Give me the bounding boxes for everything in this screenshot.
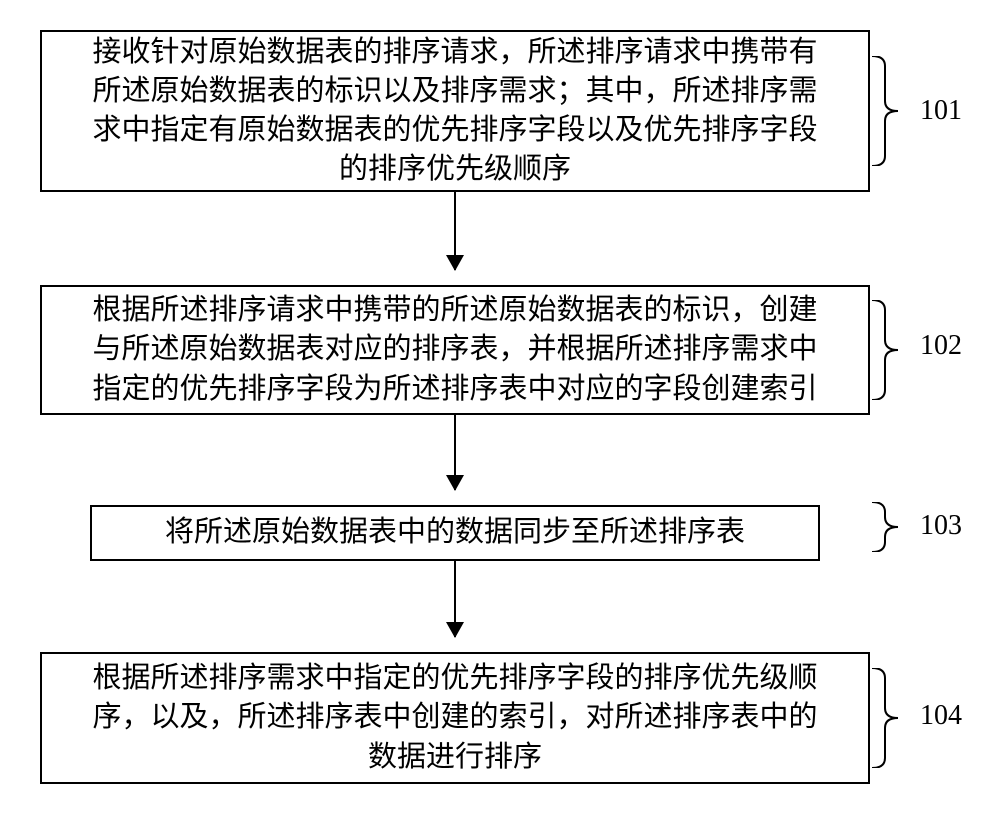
flowchart-canvas: 接收针对原始数据表的排序请求，所述排序请求中携带有 所述原始数据表的标识以及排序… bbox=[0, 0, 1000, 813]
arrow-n101-n102 bbox=[454, 192, 456, 270]
brace-n104 bbox=[872, 668, 898, 768]
flow-node-text: 根据所述排序需求中指定的优先排序字段的排序优先级顺 序，以及，所述排序表中创建的… bbox=[92, 659, 817, 776]
brace-n102 bbox=[872, 300, 898, 400]
flow-node-text: 将所述原始数据表中的数据同步至所述排序表 bbox=[165, 513, 745, 552]
arrow-n102-n103 bbox=[454, 415, 456, 490]
brace-n101 bbox=[872, 56, 898, 166]
flow-node-text: 根据所述排序请求中携带的所述原始数据表的标识，创建 与所述原始数据表对应的排序表… bbox=[92, 291, 817, 408]
step-label-103: 103 bbox=[920, 510, 962, 542]
flow-node-n104: 根据所述排序需求中指定的优先排序字段的排序优先级顺 序，以及，所述排序表中创建的… bbox=[40, 652, 870, 784]
step-label-104: 104 bbox=[920, 700, 962, 732]
step-label-102: 102 bbox=[920, 330, 962, 362]
flow-node-n102: 根据所述排序请求中携带的所述原始数据表的标识，创建 与所述原始数据表对应的排序表… bbox=[40, 285, 870, 415]
step-label-101: 101 bbox=[920, 95, 962, 127]
flow-node-n103: 将所述原始数据表中的数据同步至所述排序表 bbox=[90, 505, 820, 561]
flow-node-n101: 接收针对原始数据表的排序请求，所述排序请求中携带有 所述原始数据表的标识以及排序… bbox=[40, 30, 870, 192]
flow-node-text: 接收针对原始数据表的排序请求，所述排序请求中携带有 所述原始数据表的标识以及排序… bbox=[92, 33, 817, 190]
brace-n103 bbox=[872, 502, 898, 552]
arrow-n103-n104 bbox=[454, 561, 456, 637]
